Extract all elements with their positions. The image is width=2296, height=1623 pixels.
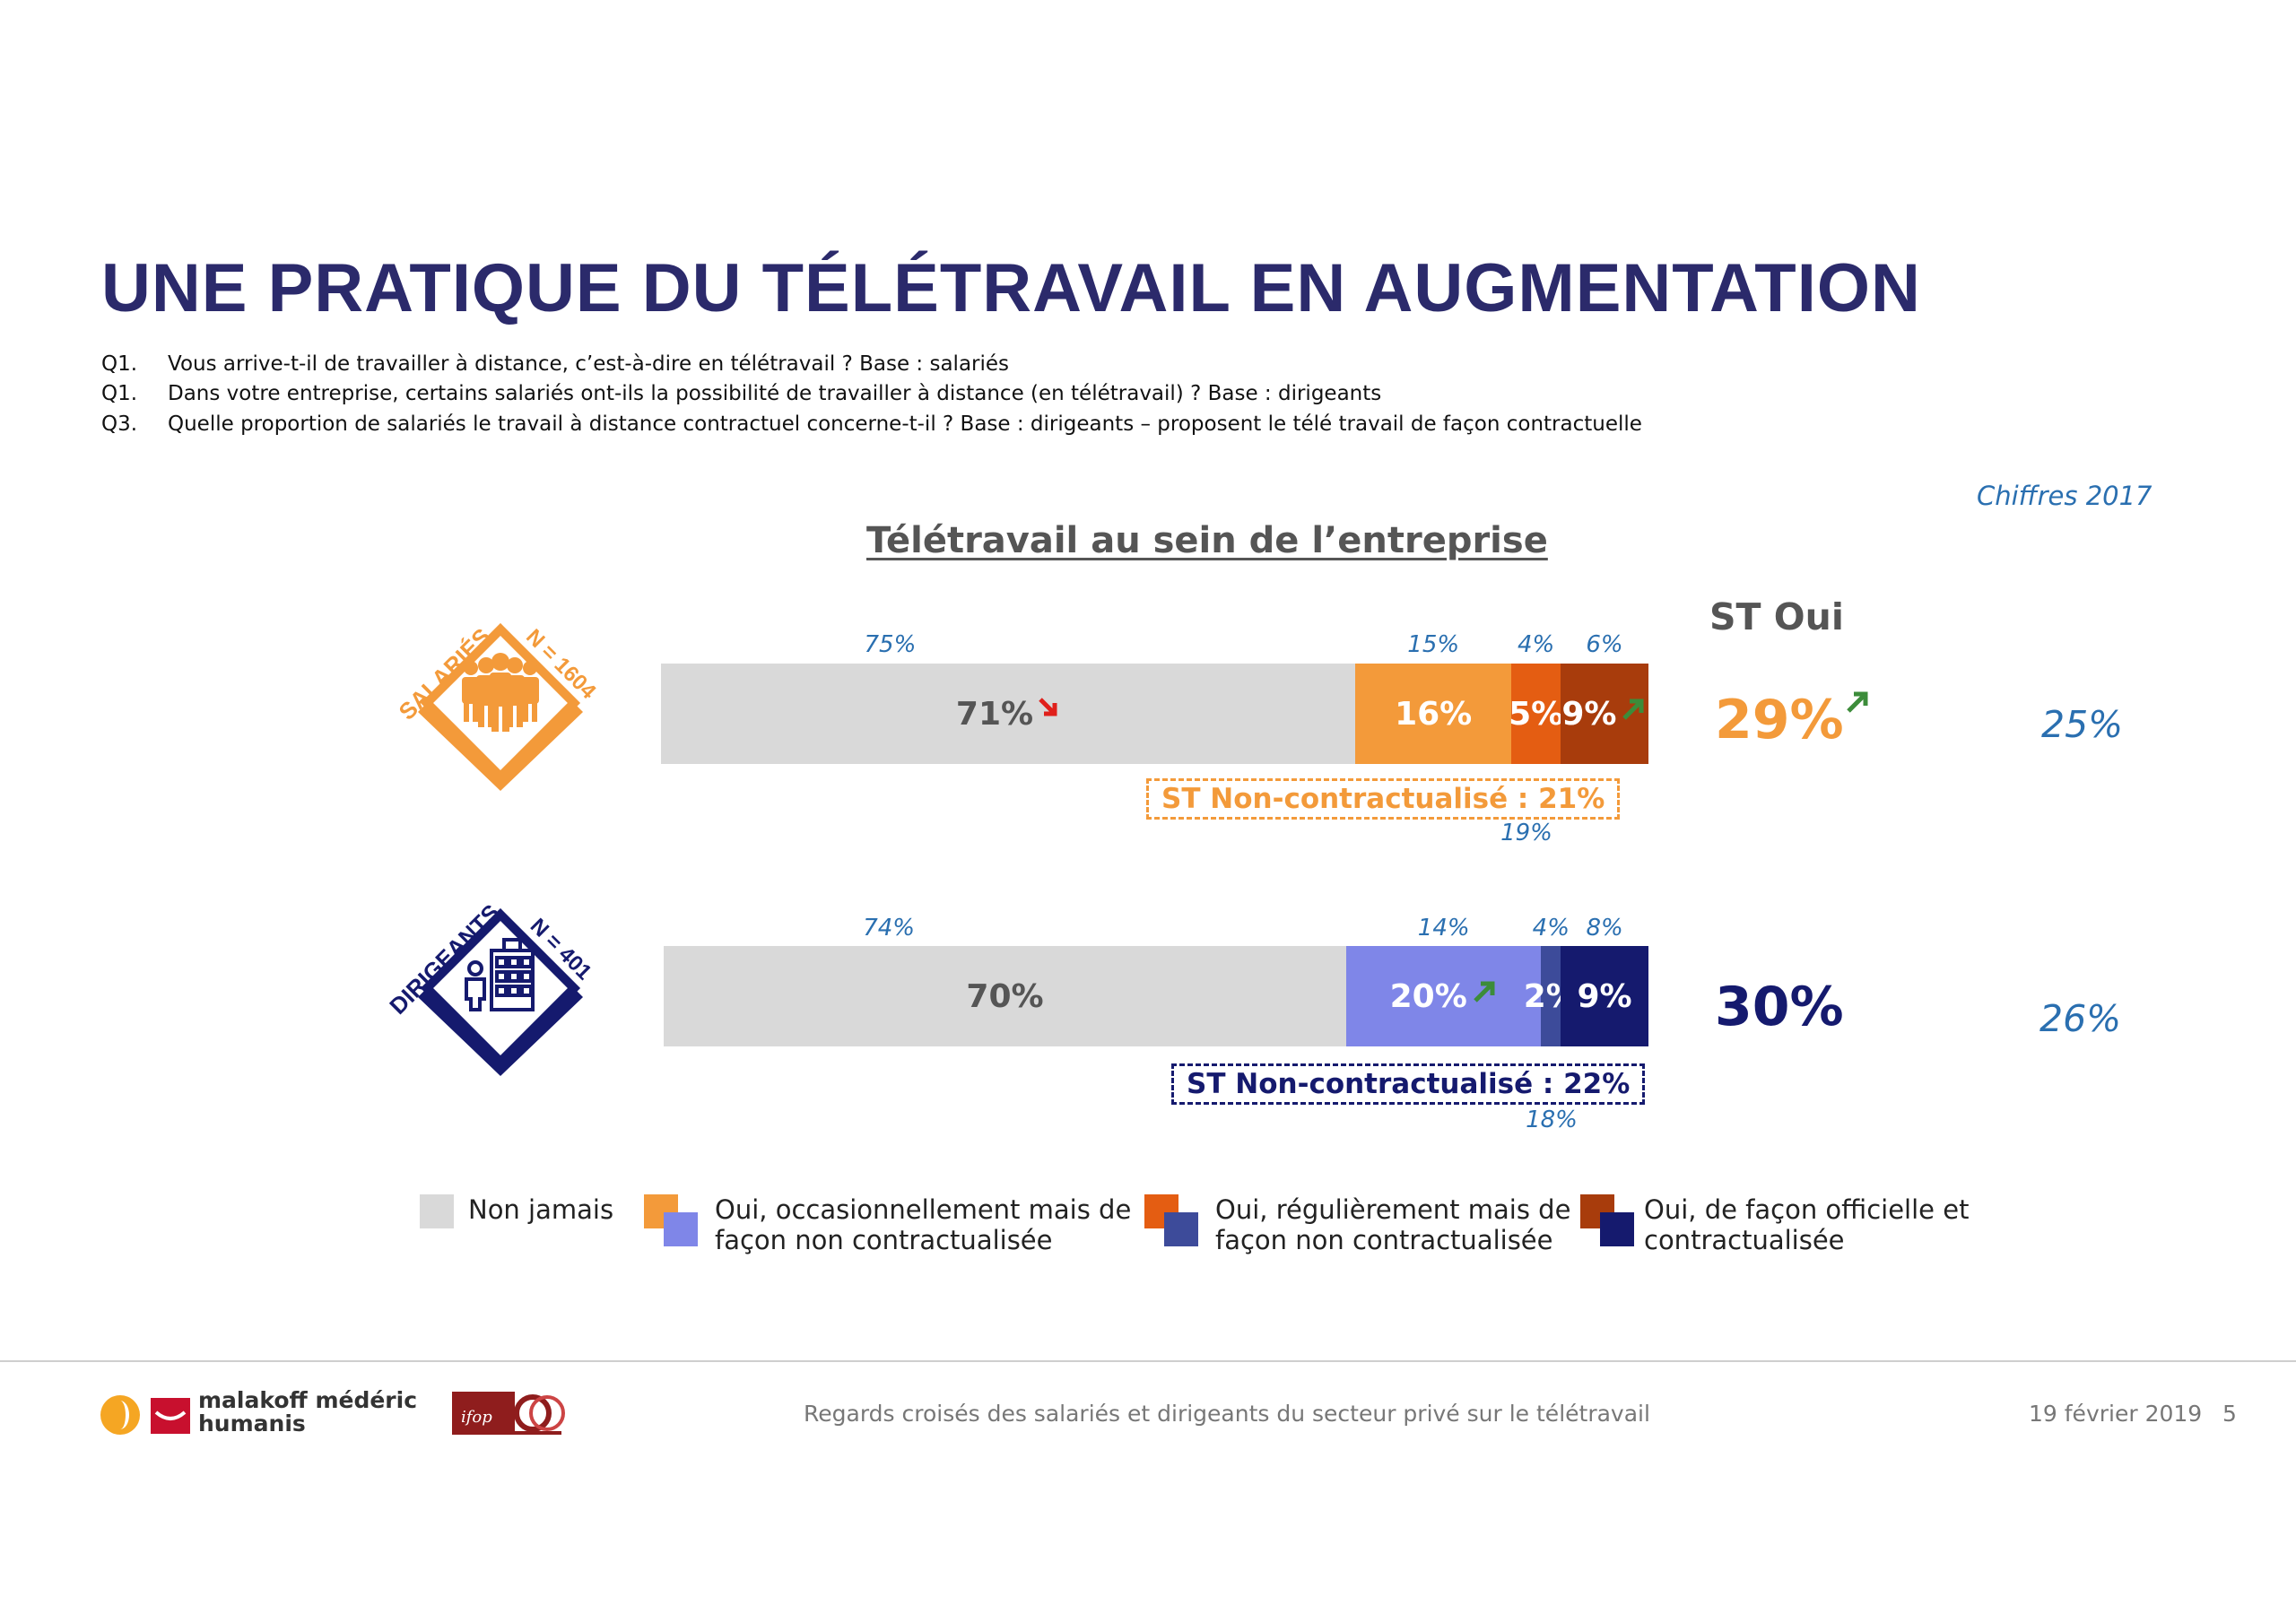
previous-year-value: 74%: [863, 915, 916, 942]
st-non-contractualise-previous: 19%: [1500, 820, 1552, 846]
st-oui-value: 30%: [1715, 976, 1844, 1038]
question-number: Q1.: [101, 352, 138, 376]
ifop-80-logo: ifop: [452, 1392, 565, 1435]
legend-swatch: [1600, 1212, 1634, 1246]
st-oui-previous-year: 25%: [2041, 703, 2124, 746]
st-non-contractualise-previous: 18%: [1526, 1107, 1578, 1133]
trend-indicator: [1471, 978, 1498, 1015]
trend-up-arrow-icon: [1622, 699, 1644, 720]
legend-swatch: [664, 1212, 698, 1246]
legend-label: Oui, de façon officielle et contractualis…: [1644, 1194, 1970, 1255]
bar-value-label: 71%: [955, 695, 1034, 733]
question-text: Quelle proportion de salariés le travail…: [168, 412, 1642, 436]
page-number: 5: [2222, 1401, 2237, 1427]
group-of-people-icon: [462, 653, 539, 732]
svg-text:ifop: ifop: [461, 1408, 492, 1427]
bar-segment: 71%: [661, 664, 1355, 764]
st-oui-value: 29%: [1715, 689, 1871, 751]
bar-segment: 70%: [664, 946, 1346, 1046]
stacked-bar-dirigeants: 70% 20% 2% 9%: [664, 946, 1648, 1046]
trend-up-arrow-icon: [1846, 691, 1868, 713]
footer-study-title: Regards croisés des salariés et dirigean…: [804, 1401, 1650, 1427]
previous-year-value: 4%: [1532, 915, 1570, 942]
question-text: Vous arrive-t-il de travailler à distanc…: [168, 352, 1010, 376]
building-with-person-icon: [465, 938, 535, 1011]
bar-segment: 5%: [1509, 664, 1564, 764]
bar-value-label: 5%: [1509, 695, 1564, 733]
footer-divider: [0, 1360, 2296, 1362]
bar-segment: 9%: [1561, 946, 1648, 1046]
legend-label: Oui, régulièrement mais de façon non cont…: [1215, 1194, 1571, 1255]
legend-swatch: [1164, 1212, 1198, 1246]
trend-down-arrow-icon: [1039, 697, 1057, 716]
bar-value-label: 70%: [966, 977, 1044, 1015]
bar-segment: 16%: [1354, 664, 1512, 764]
legend-label: Non jamais: [468, 1194, 614, 1225]
bar-value-label: 9%: [1561, 695, 1617, 733]
previous-year-value: 15%: [1407, 631, 1460, 658]
logo-text: malakoff médéric humanis: [198, 1387, 418, 1436]
page-title: UNE PRATIQUE DU TÉLÉTRAVAIL EN AUGMENTAT…: [101, 250, 1921, 326]
bar-value-label: 16%: [1395, 695, 1473, 733]
bar-segment: 2%: [1524, 946, 1578, 1046]
st-non-contractualise-box: ST Non-contractualisé : 22%: [1171, 1063, 1646, 1105]
bar-segment: 9%: [1560, 664, 1648, 764]
trend-indicator: [1037, 696, 1060, 733]
st-non-contractualise-box: ST Non-contractualisé : 21%: [1146, 778, 1621, 820]
dirigeants-diamond-icon: DIRIGEANTS N = 401: [386, 898, 596, 1076]
trend-up-arrow-icon: [1474, 981, 1495, 1002]
previous-year-value: 6%: [1586, 631, 1623, 658]
previous-year-value: 8%: [1586, 915, 1623, 942]
legend-swatch: [420, 1194, 454, 1228]
previous-year-value: 14%: [1417, 915, 1470, 942]
legend-label: Oui, occasionnellement mais de façon non …: [715, 1194, 1132, 1255]
malakoff-mederic-logo: [100, 1395, 190, 1435]
st-oui-previous-year: 26%: [2039, 997, 2122, 1040]
salaries-diamond-icon: SALARIÉS N = 1604: [394, 623, 601, 791]
previous-year-value: 75%: [864, 631, 917, 658]
stacked-bar-salariés: 71% 16% 5% 9%: [661, 664, 1648, 764]
bar-value-label: 9%: [1577, 977, 1632, 1015]
question-number: Q3.: [101, 412, 138, 436]
footer-date: 19 février 2019: [2029, 1401, 2203, 1427]
st-oui-header: ST Oui: [1709, 595, 1844, 638]
question-text: Dans votre entreprise, certains salariés…: [168, 382, 1382, 405]
bar-value-label: 20%: [1389, 977, 1467, 1015]
st-oui-trend-indicator: [1844, 689, 1871, 751]
chart-title: Télétravail au sein de l’entreprise: [866, 520, 1548, 561]
trend-indicator: [1620, 696, 1647, 733]
comparison-year-label: Chiffres 2017: [1977, 481, 2152, 511]
question-number: Q1.: [101, 382, 138, 405]
bar-segment: 20%: [1345, 946, 1542, 1046]
previous-year-value: 4%: [1518, 631, 1555, 658]
